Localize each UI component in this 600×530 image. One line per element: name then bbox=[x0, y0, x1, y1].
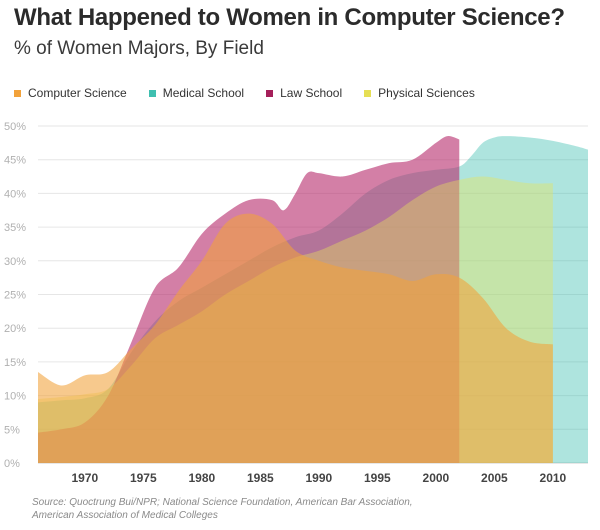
legend-swatch-computer-science bbox=[14, 89, 21, 97]
y-tick-label: 15% bbox=[4, 357, 26, 369]
x-tick-label: 1995 bbox=[364, 471, 391, 485]
y-tick-label: 0% bbox=[4, 458, 20, 470]
x-tick-label: 2010 bbox=[540, 471, 567, 485]
y-tick-label: 40% bbox=[4, 188, 26, 200]
x-tick-label: 1970 bbox=[71, 471, 98, 485]
legend-label-computer-science: Computer Science bbox=[28, 86, 127, 100]
legend-label-physical-sciences: Physical Sciences bbox=[378, 86, 475, 100]
x-axis: 1970 1975 1980 1985 1990 1995 2000 2005 2010 bbox=[71, 471, 566, 485]
y-tick-label: 5% bbox=[4, 424, 20, 436]
legend: Computer Science Medical School Law Scho… bbox=[14, 86, 497, 100]
legend-label-law-school: Law School bbox=[280, 86, 343, 100]
source-note: Source: Quoctrung Bui/NPR; National Scie… bbox=[32, 496, 413, 522]
legend-label-medical-school: Medical School bbox=[162, 86, 245, 100]
legend-item-law-school: Law School bbox=[266, 86, 342, 100]
y-tick-label: 10% bbox=[4, 391, 26, 403]
y-tick-label: 45% bbox=[4, 155, 26, 167]
legend-swatch-law-school bbox=[266, 89, 274, 97]
x-tick-label: 1980 bbox=[188, 471, 215, 485]
chart-title: What Happened to Women in Computer Scien… bbox=[14, 4, 565, 31]
y-tick-label: 30% bbox=[4, 256, 26, 268]
chart-subtitle: % of Women Majors, By Field bbox=[14, 38, 264, 59]
y-tick-label: 35% bbox=[4, 222, 26, 234]
x-tick-label: 1990 bbox=[305, 471, 332, 485]
x-tick-label: 1975 bbox=[130, 471, 157, 485]
legend-swatch-physical-sciences bbox=[364, 89, 372, 97]
area-computer-science bbox=[38, 213, 553, 463]
source-line-2: American Association of Medical Colleges bbox=[32, 510, 218, 521]
legend-swatch-medical-school bbox=[148, 89, 156, 97]
legend-item-computer-science: Computer Science bbox=[14, 86, 127, 100]
x-tick-label: 2005 bbox=[481, 471, 508, 485]
legend-item-physical-sciences: Physical Sciences bbox=[364, 86, 475, 100]
y-tick-label: 20% bbox=[4, 323, 26, 335]
source-line-1: Source: Quoctrung Bui/NPR; National Scie… bbox=[32, 497, 413, 508]
y-tick-label: 25% bbox=[4, 290, 26, 302]
y-tick-label: 50% bbox=[4, 121, 26, 133]
x-tick-label: 2000 bbox=[423, 471, 450, 485]
series-areas bbox=[38, 136, 588, 464]
legend-item-medical-school: Medical School bbox=[148, 86, 245, 100]
x-tick-label: 1985 bbox=[247, 471, 274, 485]
y-axis: 0% 5% 10% 15% 20% 25% 30% 35% 40% 45% 50% bbox=[4, 121, 26, 470]
